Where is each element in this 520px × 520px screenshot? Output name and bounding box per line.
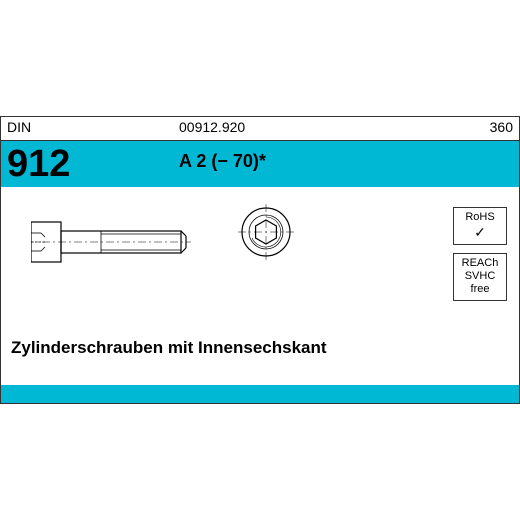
description: Zylinderschrauben mit Innensechskant [1,332,519,364]
ref-label: 360 [399,117,519,140]
reach-badge: REACh SVHC free [453,253,507,301]
standard-label: DIN [1,117,173,140]
reach-line2: SVHC [458,270,502,283]
header-row: DIN 00912.920 360 [1,117,519,141]
din-number: 912 [1,141,173,187]
rohs-label: RoHS [458,211,502,224]
bottom-bar [1,385,519,403]
check-icon: ✓ [458,224,502,241]
screw-side-view-icon [31,212,201,272]
rohs-badge: RoHS ✓ [453,207,507,245]
reach-line1: REACh [458,257,502,270]
code-label: 00912.920 [173,117,399,140]
reach-line3: free [458,283,502,296]
title-row: 912 A 2 (− 70)* [1,141,519,187]
material-spec: A 2 (− 70)* [173,141,519,187]
screw-front-view-icon [236,202,296,262]
diagram-area: RoHS ✓ REACh SVHC free [1,187,519,332]
